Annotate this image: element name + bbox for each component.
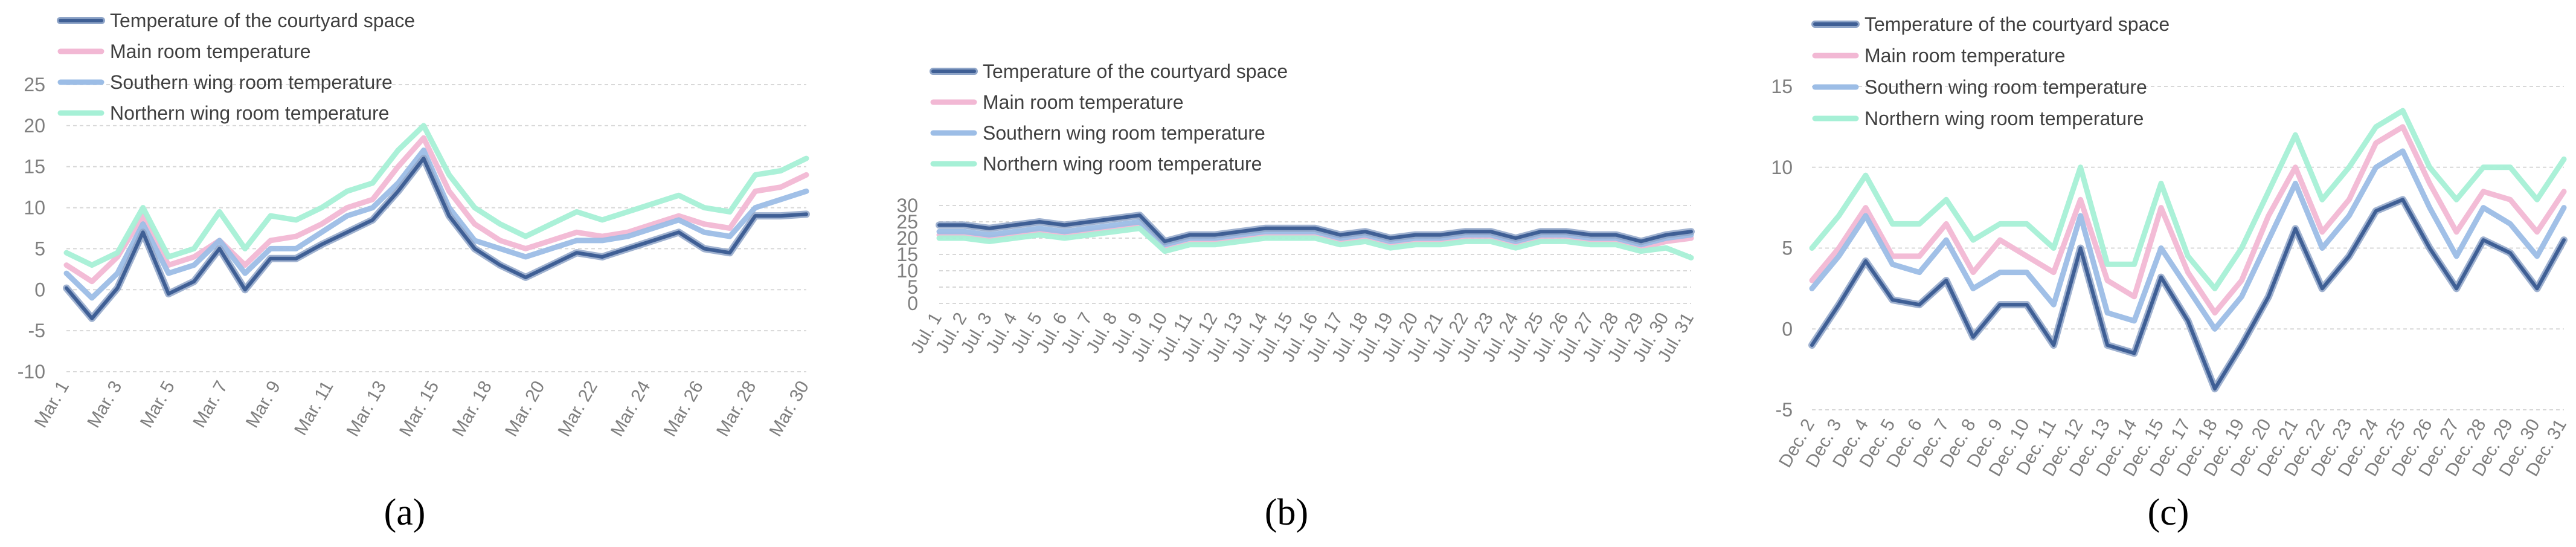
x-tick-label: Mar. 3	[83, 378, 126, 432]
series-line-courtyard-halo	[1808, 196, 2568, 393]
series-line-southern	[63, 147, 809, 301]
y-tick-label: 25	[24, 74, 45, 95]
x-tick-label: Mar. 30	[765, 378, 813, 440]
series-line-courtyard	[1810, 198, 2566, 391]
legend-label-main: Main room temperature	[983, 91, 1184, 113]
series-line-southern	[1809, 148, 2567, 332]
y-tick-label: -5	[28, 320, 45, 341]
legend-label-northern: Northern wing room temperature	[110, 102, 389, 124]
y-tick-label: 15	[896, 244, 918, 265]
x-tick-label: Mar. 26	[660, 378, 707, 440]
x-tick-label: Mar. 24	[607, 378, 655, 440]
legend-label-courtyard: Temperature of the courtyard space	[110, 10, 415, 31]
x-tick-label: Mar. 1	[31, 378, 73, 432]
x-tick-label: Mar. 18	[448, 378, 496, 440]
x-tick-label: Mar. 15	[396, 378, 443, 440]
y-tick-label: 20	[24, 115, 45, 137]
x-tick-label: Mar. 28	[713, 378, 760, 440]
legend-label-northern: Northern wing room temperature	[1865, 108, 2144, 129]
legend-label-southern: Southern wing room temperature	[983, 122, 1265, 144]
series-line-courtyard	[937, 213, 1693, 244]
y-tick-label: 0	[907, 293, 918, 314]
legend-label-main: Main room temperature	[110, 40, 311, 62]
y-tick-label: 25	[896, 211, 918, 233]
series-line-main	[1809, 124, 2567, 316]
y-tick-label: -10	[18, 361, 45, 383]
series-line-main	[63, 135, 809, 285]
x-tick-label: Mar. 20	[501, 378, 549, 440]
y-tick-label: 20	[896, 227, 918, 249]
y-tick-label: 10	[24, 197, 45, 219]
y-tick-label: 10	[1771, 157, 1793, 178]
panel-caption: (b)	[1265, 492, 1308, 533]
chart-panel-a: -10 -5 0 5 10 15 20 25 Mar. 1 Mar. 3 Mar. 5 Mar. 7 M…	[18, 10, 813, 533]
legend-label-main: Main room temperature	[1865, 45, 2066, 66]
x-tick-label: Mar. 22	[554, 378, 602, 440]
legend: Temperature of the courtyard space Main r…	[1811, 13, 2170, 129]
legend-label-courtyard: Temperature of the courtyard space	[983, 60, 1288, 82]
y-tick-label: 5	[34, 238, 45, 259]
x-tick-label: Mar. 13	[342, 378, 390, 440]
series-line-northern	[63, 123, 809, 268]
legend-label-courtyard: Temperature of the courtyard space	[1865, 13, 2170, 35]
x-tick-label: Mar. 9	[242, 378, 284, 432]
legend-label-northern: Northern wing room temperature	[983, 153, 1262, 175]
panel-caption: (a)	[384, 492, 426, 533]
series-line-northern	[936, 225, 1694, 261]
panel-caption: (c)	[2148, 492, 2189, 533]
y-tick-label: 15	[1771, 76, 1793, 97]
y-tick-label: -5	[1776, 399, 1793, 421]
legend-label-southern: Southern wing room temperature	[1865, 76, 2147, 98]
x-tick-label: Mar. 5	[137, 378, 179, 432]
series-line-main	[936, 222, 1694, 251]
y-tick-label: 0	[1782, 318, 1793, 340]
y-tick-label: 30	[896, 195, 918, 216]
series-line-northern	[1809, 108, 2567, 291]
y-tick-label: 15	[24, 156, 45, 178]
y-tick-label: 0	[34, 279, 45, 300]
legend: Temperature of the courtyard space Main r…	[57, 10, 415, 124]
legend-label-southern: Southern wing room temperature	[110, 71, 393, 93]
series-line-courtyard-halo	[63, 155, 810, 322]
legend: Temperature of the courtyard space Main r…	[930, 60, 1288, 175]
y-tick-label: 10	[896, 260, 918, 282]
y-tick-label: 5	[907, 276, 918, 298]
y-tick-label: 5	[1782, 238, 1793, 259]
x-tick-label: Mar. 11	[291, 378, 337, 439]
x-tick-label: Mar. 7	[189, 378, 231, 432]
series-line-courtyard	[65, 157, 808, 320]
